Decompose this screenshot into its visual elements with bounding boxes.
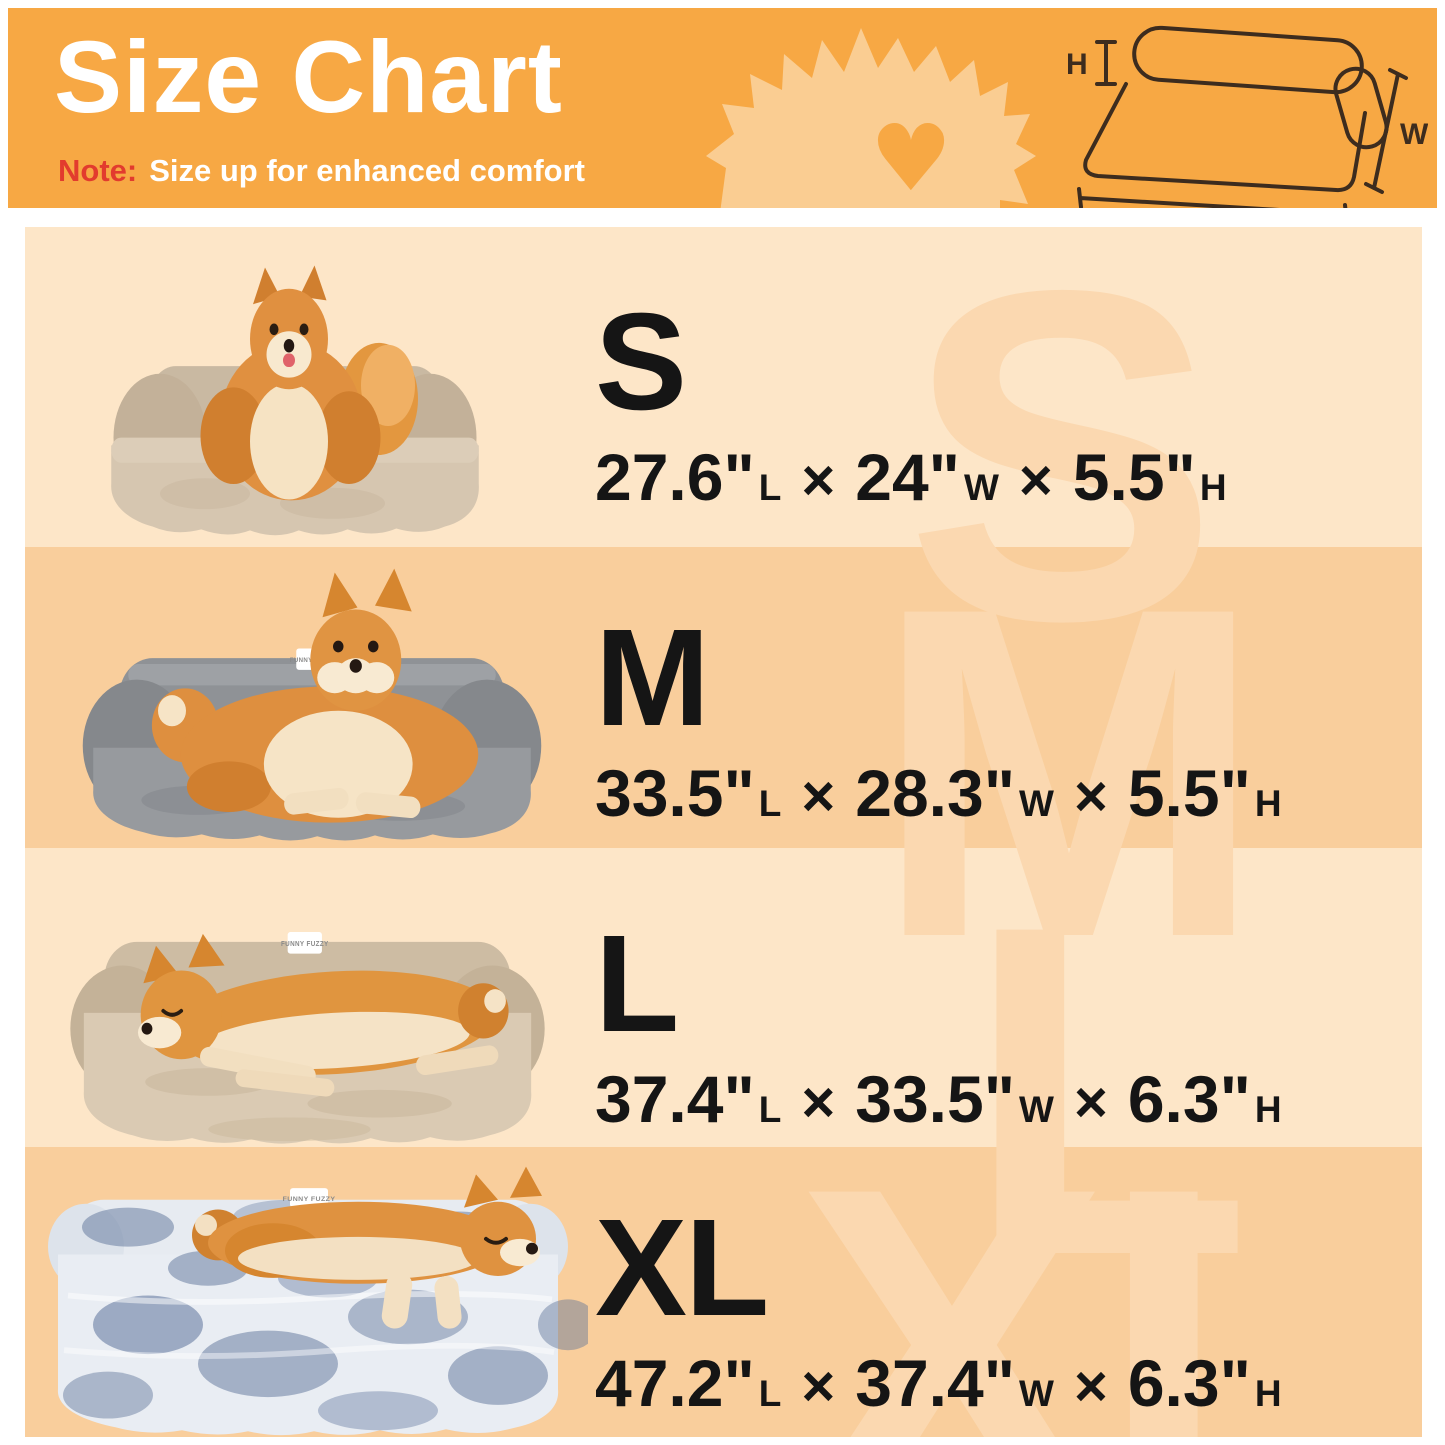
height-value: 6.3 bbox=[1127, 1062, 1220, 1136]
times-sign: × bbox=[801, 448, 836, 513]
times-sign: × bbox=[801, 1354, 836, 1419]
times-sign: × bbox=[1073, 764, 1108, 829]
width-unit: W bbox=[963, 467, 999, 508]
heart-icon: ♥ bbox=[870, 105, 952, 208]
svg-text:W: W bbox=[1400, 118, 1428, 151]
size-label-m: M bbox=[595, 601, 710, 755]
width-unit: W bbox=[1019, 783, 1054, 824]
inch-mark: " bbox=[928, 440, 960, 514]
dimensions-m: 33.5 " L × 28.3 " W × 5.5 " H bbox=[595, 755, 1282, 831]
inch-mark: " bbox=[1219, 1346, 1251, 1420]
bed-photo-small-pomeranian-beige bbox=[85, 252, 505, 542]
inch-mark: " bbox=[983, 756, 1016, 830]
svg-text:FUNNY FUZZY: FUNNY FUZZY bbox=[283, 1196, 336, 1203]
h-measure: H bbox=[1066, 40, 1117, 86]
w-measure: W bbox=[1364, 68, 1429, 194]
inch-mark: " bbox=[723, 1062, 755, 1136]
inch-mark: " bbox=[723, 1346, 755, 1420]
times-sign: × bbox=[1018, 448, 1053, 513]
bed-photo-large-shiba-cream: FUNNY FUZZY bbox=[55, 855, 560, 1151]
inch-mark: " bbox=[723, 756, 755, 830]
times-sign: × bbox=[801, 764, 836, 829]
inch-mark: " bbox=[1219, 756, 1251, 830]
size-info-l: L 37.4 " L × 33.5 " W × 6.3 " H bbox=[595, 915, 1282, 1137]
height-unit: H bbox=[1254, 1373, 1282, 1414]
inch-mark: " bbox=[1164, 440, 1196, 514]
dimensions-s: 27.6 " L × 24 " W × 5.5 " H bbox=[595, 439, 1227, 515]
fluffy-dog-heart-graphic: ♥ bbox=[698, 18, 1038, 208]
bed-photo-xlarge-shiba-blue-tiedye: FUNNY FUZZY bbox=[28, 1149, 588, 1437]
note-label: Note: bbox=[58, 153, 138, 188]
times-sign: × bbox=[1073, 1354, 1108, 1419]
width-unit: W bbox=[1019, 1089, 1054, 1130]
width-value: 24 bbox=[855, 440, 929, 514]
dog-fluff-silhouette bbox=[706, 28, 1036, 208]
length-value: 27.6 bbox=[595, 440, 724, 514]
length-unit: L bbox=[758, 1373, 782, 1414]
size-info-s: S 27.6 " L × 24 " W × 5.5 " H bbox=[595, 293, 1227, 515]
l-measure: L bbox=[1077, 187, 1348, 208]
width-value: 37.4 bbox=[855, 1346, 984, 1420]
height-value: 5.5 bbox=[1072, 440, 1165, 514]
svg-text:H: H bbox=[1066, 48, 1088, 81]
height-unit: H bbox=[1254, 1089, 1282, 1130]
svg-text:FUNNY FUZZY: FUNNY FUZZY bbox=[281, 941, 329, 948]
shiba-dog-reclining bbox=[151, 568, 479, 823]
header-banner: Size Chart Note: Size up for enhanced co… bbox=[8, 8, 1437, 208]
size-label-l: L bbox=[595, 907, 679, 1061]
height-value: 5.5 bbox=[1127, 756, 1220, 830]
size-rows: S M L XL bbox=[25, 227, 1422, 1437]
note-text: Size up for enhanced comfort bbox=[149, 153, 585, 188]
width-value: 33.5 bbox=[855, 1062, 984, 1136]
size-label-xl: XL bbox=[595, 1191, 769, 1345]
height-unit: H bbox=[1254, 783, 1282, 824]
length-value: 37.4 bbox=[595, 1062, 724, 1136]
inch-mark: " bbox=[1219, 1062, 1251, 1136]
page-title: Size Chart bbox=[54, 20, 563, 134]
width-unit: W bbox=[1019, 1373, 1054, 1414]
size-info-xl: XL 47.2 " L × 37.4 " W × 6.3 " H bbox=[595, 1199, 1282, 1421]
bed-photo-medium-shiba-gray: FUNNY FUZZY bbox=[67, 555, 557, 847]
bed-dimension-diagram: H W L bbox=[1048, 18, 1429, 208]
length-value: 47.2 bbox=[595, 1346, 724, 1420]
length-value: 33.5 bbox=[595, 756, 724, 830]
dimensions-l: 37.4 " L × 33.5 " W × 6.3 " H bbox=[595, 1061, 1282, 1137]
times-sign: × bbox=[801, 1070, 836, 1135]
pomeranian-dog bbox=[200, 265, 418, 501]
bed-xlarge: FUNNY FUZZY bbox=[48, 1188, 588, 1436]
width-value: 28.3 bbox=[855, 756, 984, 830]
dimensions-xl: 47.2 " L × 37.4 " W × 6.3 " H bbox=[595, 1345, 1282, 1421]
length-unit: L bbox=[758, 783, 782, 824]
times-sign: × bbox=[1073, 1070, 1108, 1135]
inch-mark: " bbox=[983, 1062, 1016, 1136]
size-label-s: S bbox=[595, 285, 687, 439]
shiba-dog-sleeping bbox=[137, 933, 509, 1097]
height-value: 6.3 bbox=[1127, 1346, 1220, 1420]
length-unit: L bbox=[758, 467, 782, 508]
shiba-dog-sleeping-top bbox=[192, 1166, 542, 1329]
size-info-m: M 33.5 " L × 28.3 " W × 5.5 " H bbox=[595, 609, 1282, 831]
inch-mark: " bbox=[983, 1346, 1016, 1420]
length-unit: L bbox=[758, 1089, 782, 1130]
height-unit: H bbox=[1199, 467, 1227, 508]
note-line: Note: Size up for enhanced comfort bbox=[58, 153, 585, 188]
inch-mark: " bbox=[723, 440, 755, 514]
sofa-outline bbox=[1083, 25, 1389, 193]
